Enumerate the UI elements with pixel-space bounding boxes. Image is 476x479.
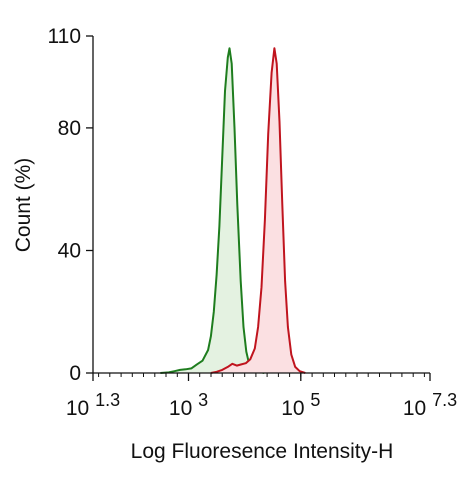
series-1-line: [160, 47, 265, 374]
x-tick-base: 10: [403, 397, 432, 420]
x-tick-exponent: 7.3: [432, 390, 457, 410]
axes-layer: [92, 36, 430, 374]
series-2-fill: [210, 48, 306, 374]
y-tick-label: 40: [58, 240, 81, 263]
x-axis-title: Log Fluoresence Intensity-H: [131, 440, 394, 463]
series-2-line: [210, 47, 306, 374]
x-tick-base: 10: [169, 397, 198, 420]
y-axis-title: Count (%): [12, 158, 35, 253]
y-tick-label: 0: [69, 362, 81, 385]
x-tick-exponent: 3: [198, 390, 208, 410]
x-tick-label: 10 7.3: [403, 390, 457, 420]
x-tick-exponent: 1.3: [95, 390, 120, 410]
x-tick-base: 10: [281, 397, 310, 420]
x-tick-base: 10: [66, 397, 95, 420]
series-1-fill: [160, 48, 265, 374]
x-tick-label: 10 1.3: [66, 390, 120, 420]
x-tick-exponent: 5: [310, 390, 320, 410]
labels-layer: Log Fluoresence Intensity-H Count (%): [12, 158, 393, 463]
x-tick-label: 10 5: [281, 390, 320, 420]
y-tick-label: 110: [48, 25, 81, 48]
series-layer: [160, 47, 306, 374]
x-tick-label: 10 3: [169, 390, 208, 420]
y-tick-label: 80: [58, 117, 81, 140]
